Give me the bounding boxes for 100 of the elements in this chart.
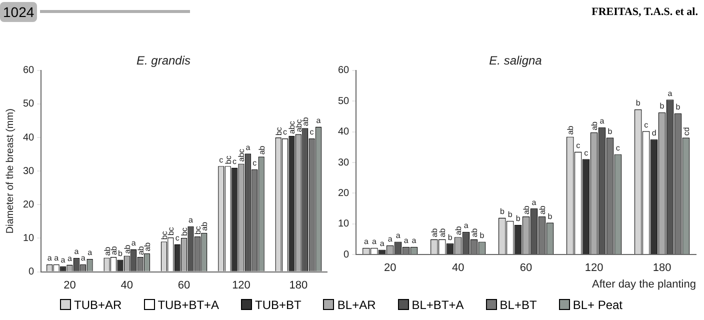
data-label: ab <box>454 226 464 236</box>
data-label: a <box>316 116 322 125</box>
y-tick-label: 30 <box>23 166 35 177</box>
text: TUB+BT+A <box>156 298 220 312</box>
data-label: b <box>480 230 485 240</box>
x-axis-title: After day the planting <box>592 278 696 290</box>
data-label: b <box>608 126 613 136</box>
data-label: ab <box>102 246 112 256</box>
data-label: bc <box>180 227 190 236</box>
y-tick-label: 0 <box>344 249 350 260</box>
data-label: a <box>67 254 72 263</box>
data-label: a <box>380 238 385 248</box>
y-tick-label: 60 <box>23 65 35 76</box>
y-tick-label: 20 <box>23 199 35 210</box>
x-tick-label: 60 <box>178 279 190 292</box>
data-label: c <box>175 233 180 242</box>
data-label: a <box>396 230 401 240</box>
data-label: ab <box>470 228 480 238</box>
data-label: a <box>246 142 251 152</box>
data-label: ab <box>538 205 547 215</box>
data-label: c <box>584 148 588 158</box>
data-label: abc <box>294 119 304 132</box>
data-label: b <box>676 102 681 112</box>
data-label: a <box>188 216 194 225</box>
y-tick-label: 50 <box>338 96 350 107</box>
data-label: c <box>310 128 314 137</box>
legend-label: BL+ Peat <box>572 298 623 312</box>
legend-label: TUB+AR <box>73 298 122 312</box>
chart-title: E. saligna <box>489 54 542 68</box>
y-tick-label: 50 <box>23 98 35 110</box>
data-label: ab <box>109 246 118 256</box>
data-label: b <box>500 206 505 216</box>
data-label: a <box>532 198 537 207</box>
data-label: ab <box>522 205 532 215</box>
data-label: a <box>412 236 417 246</box>
data-label: ab <box>430 228 440 238</box>
data-label: bc <box>193 226 202 235</box>
data-label: a <box>47 254 52 263</box>
legend-label: BL+BT <box>498 298 537 312</box>
y-tick-label: 40 <box>23 132 35 144</box>
data-label: a <box>404 236 409 246</box>
data-label: a <box>388 234 393 244</box>
legend-label: BL+AR <box>336 298 376 312</box>
data-label: d <box>652 128 656 138</box>
data-label: cd <box>682 127 691 136</box>
data-label: c <box>616 143 620 152</box>
x-tick-label: 20 <box>64 279 76 292</box>
y-tick-label: 20 <box>338 188 350 199</box>
x-tick-label: 120 <box>232 279 250 292</box>
data-label: a <box>80 254 86 263</box>
data-label: c <box>576 140 580 150</box>
data-label: bc <box>166 227 176 236</box>
data-label: b <box>516 214 521 224</box>
x-tick-label: 20 <box>384 262 396 274</box>
data-label: b <box>636 98 641 108</box>
data-label: a <box>364 237 369 246</box>
y-axis-title: Diameter of the breast (mm) <box>4 108 16 234</box>
data-label: b <box>508 210 513 220</box>
legend-label: BL+BT+A <box>410 298 464 312</box>
data-label: c <box>644 120 648 130</box>
x-tick-label: 120 <box>584 262 604 274</box>
data-label: b <box>448 232 453 242</box>
data-label: b <box>548 212 553 221</box>
x-tick-label: 180 <box>289 279 308 292</box>
x-tick-label: 180 <box>652 262 672 274</box>
data-label: a <box>54 254 60 263</box>
data-label: a <box>668 88 673 98</box>
data-label: ab <box>142 242 152 252</box>
data-label: ab <box>301 116 310 126</box>
data-label: c <box>283 128 288 137</box>
data-label: abc <box>288 120 297 134</box>
data-label: ab <box>200 221 210 231</box>
x-tick-label: 60 <box>520 262 532 274</box>
data-label: a <box>60 256 66 265</box>
data-label: a <box>372 237 377 246</box>
data-label: a <box>131 238 136 248</box>
y-tick-label: 10 <box>338 218 350 230</box>
legend-label: TUB+BT <box>254 298 302 312</box>
x-tick-label: 40 <box>120 279 134 292</box>
data-label: c <box>252 158 257 168</box>
data-label: ab <box>257 145 266 155</box>
data-label: ab <box>122 244 132 254</box>
data-label: b <box>118 248 123 258</box>
data-label: bc <box>160 231 169 240</box>
data-label: bc <box>274 127 284 136</box>
data-label: b <box>660 102 665 111</box>
y-tick-label: 30 <box>338 157 350 168</box>
data-label: a <box>600 116 605 126</box>
data-label: c <box>232 156 237 166</box>
text: FREITAS, T.A.S. et al. <box>592 6 698 18</box>
data-label: ab <box>136 246 146 256</box>
y-tick-label: 60 <box>338 65 350 76</box>
text: 1024 <box>0 2 38 22</box>
data-label: bc <box>224 156 233 164</box>
data-label: ab <box>438 228 448 238</box>
data-label: a <box>74 247 80 256</box>
y-tick-label: 40 <box>338 126 350 138</box>
chart-title: E. grandis <box>136 54 191 68</box>
data-label: a <box>464 221 469 230</box>
y-tick-label: 0 <box>28 266 35 278</box>
